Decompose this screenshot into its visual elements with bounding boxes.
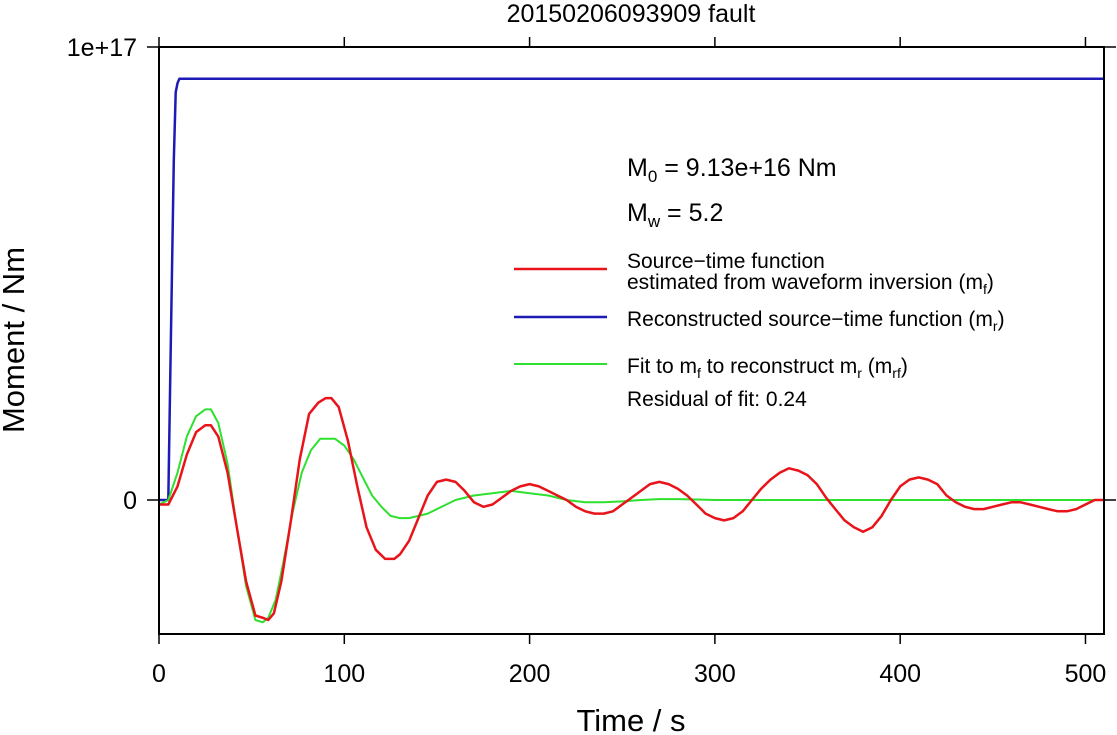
legend-label-estimated-line2: estimated from waveform inversion (mf) — [627, 271, 994, 297]
x-tick-label: 500 — [1065, 660, 1107, 688]
x-axis-label: Time / s — [576, 703, 685, 735]
annotation-m0: M0 = 9.13e+16 Nm — [627, 154, 837, 186]
series-layer — [158, 77, 1104, 624]
y-tick-label: 1e+17 — [67, 34, 137, 62]
x-tick-label: 200 — [509, 660, 551, 688]
legend-label-reconstructed: Reconstructed source−time function (mr) — [627, 308, 1005, 334]
y-tick-label: 0 — [123, 487, 137, 515]
x-tick-label: 300 — [694, 660, 736, 688]
annotation-mw: Mw = 5.2 — [627, 199, 723, 231]
x-tick-label: 400 — [879, 660, 921, 688]
x-tick-label: 0 — [152, 660, 166, 688]
x-tick-label: 100 — [323, 660, 365, 688]
plot-frame — [158, 46, 1105, 635]
legend-label-estimated-line1: Source−time function — [627, 250, 825, 273]
series-fit — [158, 408, 1104, 624]
series-estimated-stf — [159, 396, 1104, 622]
y-axis-label: Moment / Nm — [0, 247, 31, 433]
annotation-residual: Residual of fit: 0.24 — [627, 388, 807, 411]
series-reconstructed-stf — [159, 77, 1104, 502]
ticks-layer: 0 100 200 300 400 500 0 1e+17 — [67, 34, 1116, 688]
legend: Source−time function estimated from wave… — [514, 250, 1005, 381]
legend-label-fit: Fit to mf to reconstruct mr (mrf) — [627, 355, 908, 381]
chart-title: 20150206093909 fault — [507, 0, 756, 28]
